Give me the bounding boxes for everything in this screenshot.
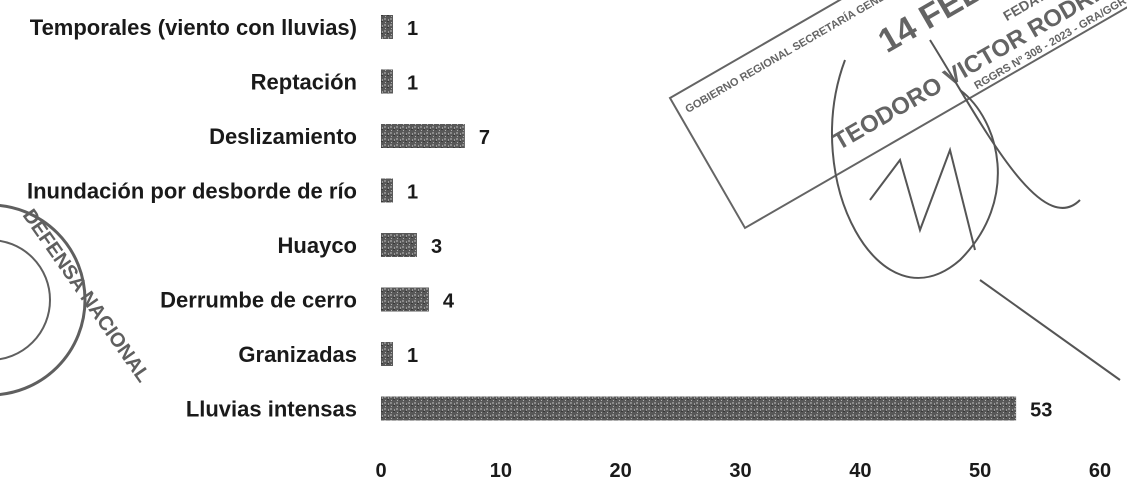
bar	[381, 396, 1017, 421]
bars-group	[381, 15, 1017, 421]
signature	[831, 39, 1121, 381]
category-label: Reptación	[251, 70, 357, 95]
official-stamp: GOBIERNO REGIONAL SECRETARÍA GENERAL HAC…	[668, 0, 1127, 230]
round-seal-text: DEFENSA NACIONAL	[18, 205, 154, 386]
x-tick-label: 30	[729, 460, 751, 482]
fedatario-title: FEDATARIO	[1000, 0, 1077, 24]
bar	[381, 124, 465, 148]
round-seal: DEFENSA NACIONAL	[0, 204, 154, 396]
data-label: 1	[407, 182, 418, 204]
date-stamp: 14 FEB. 2024	[872, 0, 1073, 61]
bar	[381, 342, 393, 366]
data-label: 3	[431, 236, 442, 258]
category-label: Granizadas	[238, 342, 357, 367]
fedatario-resolution: RGGRS Nº 308 - 2023 - GRA/GGR	[972, 0, 1127, 92]
bar	[381, 287, 429, 312]
bar	[381, 69, 393, 94]
data-label: 4	[443, 291, 455, 313]
data-label: 1	[407, 345, 418, 367]
data-label: 53	[1030, 400, 1052, 422]
category-label: Huayco	[278, 233, 357, 258]
x-axis-tick-labels: 0 10 20 30 40 50 60	[375, 460, 1111, 482]
category-label: Derrumbe de cerro	[160, 288, 357, 313]
category-label: Deslizamiento	[209, 124, 357, 149]
category-label: Lluvias intensas	[186, 397, 357, 422]
x-tick-label: 60	[1089, 460, 1111, 482]
data-label: 1	[407, 18, 418, 40]
data-label: 7	[479, 127, 490, 149]
bar	[381, 15, 393, 39]
x-tick-label: 50	[969, 460, 991, 482]
fedatario-name: TEODORO VICTOR RODRIGUEZ LAUS	[828, 0, 1127, 156]
category-labels: Temporales (viento con lluvias) Reptación…	[27, 15, 357, 422]
official-stamp-text: GOBIERNO REGIONAL SECRETARÍA GENERAL HAC…	[683, 0, 1127, 116]
x-tick-label: 0	[375, 460, 386, 482]
x-tick-label: 10	[490, 460, 512, 482]
category-label: Temporales (viento con lluvias)	[30, 15, 357, 40]
category-label: Inundación por desborde de río	[27, 179, 357, 204]
bar	[381, 178, 393, 203]
data-label: 1	[407, 73, 418, 95]
x-tick-label: 20	[610, 460, 632, 482]
bar	[381, 233, 417, 257]
x-tick-label: 40	[849, 460, 871, 482]
